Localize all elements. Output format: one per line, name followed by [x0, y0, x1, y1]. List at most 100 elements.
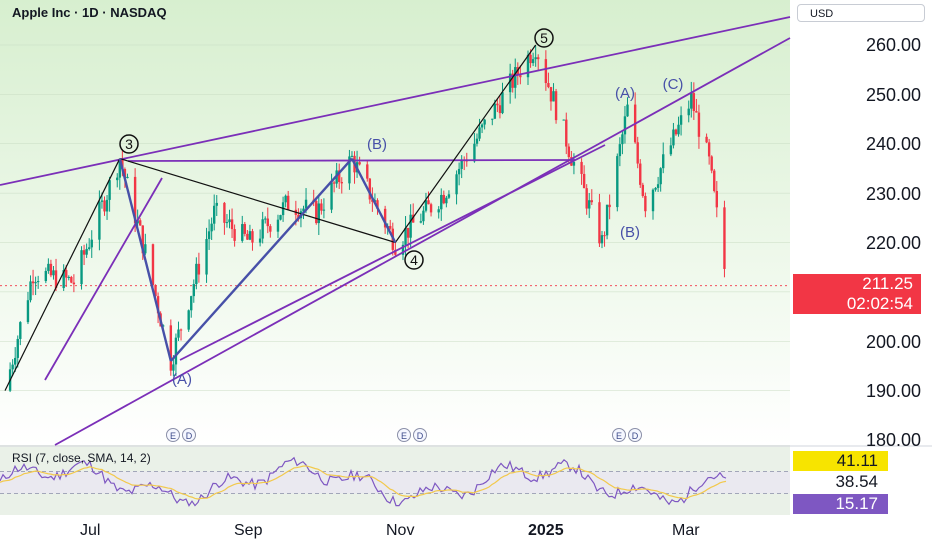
candle-body [498, 105, 502, 114]
last-price-badge: 211.25 02:02:54 [793, 274, 921, 314]
candle-body [304, 199, 308, 209]
candle-body [31, 281, 35, 284]
rsi-band [0, 471, 790, 494]
candle-body [44, 270, 48, 282]
candle-body [455, 174, 458, 195]
currency-selector[interactable]: USD [797, 4, 925, 22]
candle-body [172, 364, 175, 371]
x-label-sep: Sep [234, 522, 263, 539]
candle-body [659, 168, 662, 185]
candle-body [338, 170, 341, 183]
candle-body [590, 200, 593, 203]
candle-body [52, 270, 55, 276]
candle-body [85, 248, 88, 255]
candle-body [332, 182, 336, 184]
candle-body [197, 263, 201, 275]
candle-body [136, 220, 139, 224]
dividend-marker[interactable]: D [628, 428, 642, 442]
candle-body [695, 111, 698, 113]
candle-body [330, 182, 333, 210]
earnings-marker[interactable]: E [612, 428, 626, 442]
rsi-value-badge: 41.11 [793, 451, 888, 471]
earnings-dividend-markers-1[interactable]: E D [166, 428, 196, 442]
candle-body [47, 263, 50, 271]
candle-body [662, 154, 665, 169]
earnings-marker[interactable]: E [397, 428, 411, 442]
abc-leg-1 [118, 158, 172, 362]
earnings-dividend-markers-2[interactable]: E D [397, 428, 427, 442]
candle-body [72, 282, 76, 285]
price-label-190: 190.00 [865, 381, 921, 401]
lower-wedge-line [54, 37, 791, 446]
candle-body [54, 270, 58, 289]
candle-body [105, 199, 109, 212]
candle-body [233, 229, 236, 241]
candle-body [141, 225, 144, 254]
candle-body [213, 205, 216, 224]
candle-body [544, 59, 548, 84]
price-label-250: 250.00 [865, 85, 921, 105]
rsi-title[interactable]: RSI (7, close, SMA, 14, 2) [12, 451, 151, 465]
candle-body [585, 188, 588, 209]
candle-body [705, 136, 708, 143]
candle-body [547, 83, 550, 88]
last-price-value: 211.25 [862, 274, 913, 293]
candle-body [480, 124, 484, 128]
bar-countdown: 02:02:54 [846, 294, 913, 313]
price-label-220: 220.00 [865, 233, 921, 253]
candle-body [210, 223, 213, 232]
candle-body [460, 159, 463, 169]
rsi-sma-badge: 38.54 [793, 472, 888, 492]
candle-body [406, 227, 410, 238]
candle-body [565, 119, 568, 147]
candle-body [116, 177, 119, 181]
candle-body [36, 281, 40, 283]
chart-title: Apple Inc · 1D · NASDAQ [12, 5, 167, 20]
candle-body [276, 219, 280, 232]
candle-body [169, 325, 173, 371]
earnings-dividend-markers-3[interactable]: E D [612, 428, 642, 442]
candle-body [697, 112, 701, 137]
candle-body [554, 91, 558, 121]
dividend-marker[interactable]: D [413, 428, 427, 442]
wave-label-a1: (A) [172, 371, 192, 388]
candle-body [348, 156, 351, 184]
wave-label-b1: (B) [367, 136, 387, 153]
abc-leg-2 [169, 157, 353, 362]
candle-body [177, 329, 180, 338]
candle-body [118, 160, 122, 178]
wave-label-b2: (B) [620, 224, 640, 241]
candle-body [49, 263, 53, 276]
candle-body [358, 162, 361, 165]
candle-body [526, 54, 530, 78]
candle-body [445, 197, 448, 204]
x-label-2025: 2025 [528, 522, 564, 539]
candle-body [478, 127, 481, 139]
candle-body [14, 357, 17, 365]
candle-body [223, 202, 226, 223]
wave-label-3: 3 [125, 136, 133, 152]
candle-body [264, 218, 267, 220]
dividend-marker[interactable]: D [182, 428, 196, 442]
candle-body [549, 87, 553, 102]
candle-body [302, 208, 305, 212]
candle-body [537, 57, 540, 60]
candle-body [241, 224, 244, 241]
candle-body [401, 244, 405, 255]
candle-body [531, 59, 535, 64]
candle-body [225, 222, 229, 224]
candle-body [228, 219, 231, 223]
candle-body [639, 163, 642, 185]
candle-body [11, 364, 14, 370]
candle-body [588, 200, 591, 209]
candle-body [440, 194, 443, 210]
wave-label-4: 4 [410, 252, 418, 268]
candle-body [572, 161, 576, 166]
price-label-230: 230.00 [865, 184, 921, 204]
earnings-marker[interactable]: E [166, 428, 180, 442]
candle-body [190, 296, 193, 311]
candle-body [562, 119, 565, 121]
candle-body [207, 231, 211, 240]
candle-body [404, 227, 407, 245]
